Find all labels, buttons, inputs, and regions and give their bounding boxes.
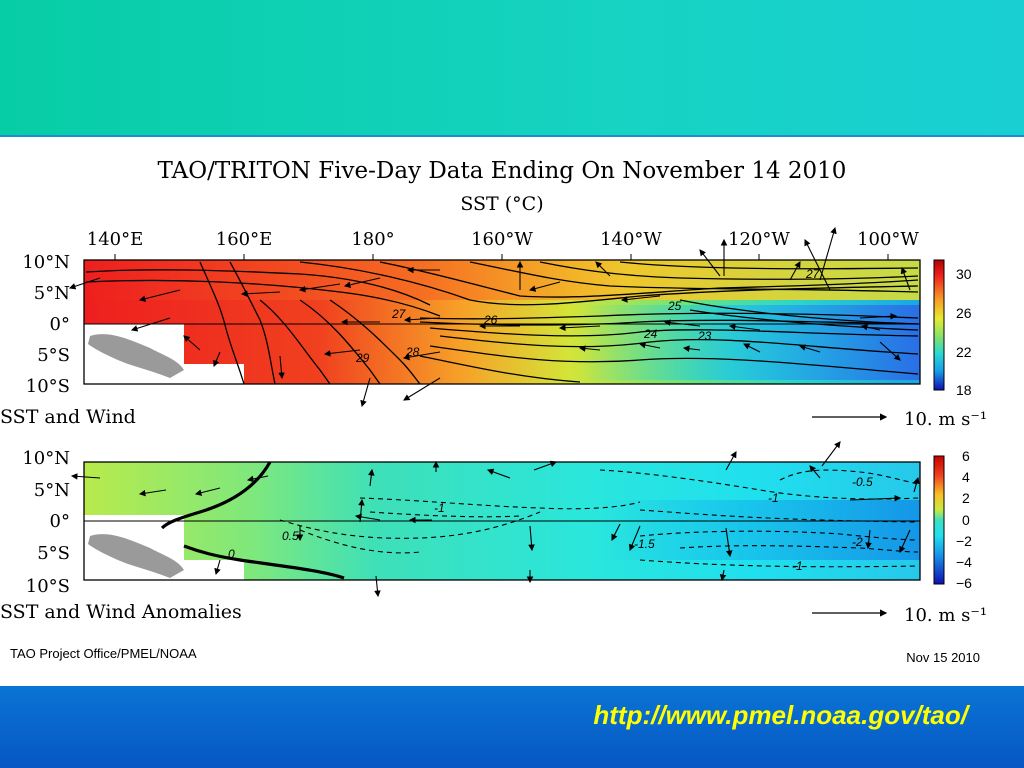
colorbar-tick: −2 — [956, 533, 972, 549]
y-tick-label: 5°S — [37, 345, 70, 366]
source-url[interactable]: http://www.pmel.noaa.gov/tao/ — [593, 700, 968, 730]
colorbar-tick: −4 — [956, 554, 972, 570]
y-tick-label: 10°N — [22, 448, 70, 469]
wind-scale-label: 10. m s⁻¹ — [904, 409, 987, 430]
contour-label: -2 — [852, 535, 863, 549]
y-tick-label: 0° — [50, 314, 70, 335]
contour-label: 26 — [483, 313, 498, 327]
sst-map: 27 26 25 24 23 29 28 27 — [68, 226, 921, 408]
new-guinea-land — [88, 534, 184, 578]
colorbar-tick: 22 — [956, 344, 972, 360]
panel-title: SST and Wind — [0, 406, 136, 428]
header-band — [0, 0, 1024, 137]
contour-label: -0.5 — [852, 475, 873, 489]
new-guinea-land — [88, 334, 184, 378]
x-tick-label: 140°E — [87, 229, 144, 250]
figure-title: TAO/TRITON Five-Day Data Ending On Novem… — [158, 158, 847, 184]
wind-scale: 10. m s⁻¹ — [812, 409, 987, 430]
y-tick-label: 10°S — [26, 576, 70, 597]
x-tick-label: 100°W — [857, 229, 919, 250]
contour-label: -1 — [434, 501, 445, 515]
colorbar-tick: 4 — [962, 469, 970, 485]
contour-label: -1 — [792, 559, 803, 573]
contour-label: -1.5 — [634, 537, 655, 551]
contour-label: -1 — [768, 491, 779, 505]
colorbar-tick: 26 — [956, 305, 972, 321]
contour-label: 23 — [697, 329, 712, 343]
contour-label: 25 — [667, 299, 682, 313]
colorbar-tick: 2 — [962, 490, 970, 506]
x-tick-label: 120°W — [728, 229, 790, 250]
x-tick-label: 140°W — [600, 229, 662, 250]
colorbar-tick: 30 — [956, 266, 972, 282]
wind-scale-label: 10. m s⁻¹ — [904, 605, 987, 626]
date-text: Nov 15 2010 — [906, 650, 980, 665]
colorbar: 30 26 22 18 — [933, 259, 972, 398]
x-tick-label: 180° — [351, 229, 394, 250]
contour-label: 0.5 — [282, 529, 299, 543]
sst-anomaly-map: -0.5 -1 -1 0.5 0 -1.5 -2 -1 — [70, 441, 921, 598]
y-tick-label: 0° — [50, 511, 70, 532]
colorbar-tick: −6 — [956, 575, 972, 591]
figure-subtitle: SST (°C) — [460, 193, 543, 215]
y-tick-label: 5°N — [34, 480, 70, 501]
colorbar: 6 4 2 0 −2 −4 −6 — [933, 448, 972, 591]
credit-text: TAO Project Office/PMEL/NOAA — [10, 646, 197, 661]
x-tick-label: 160°E — [216, 229, 273, 250]
panel-title: SST and Wind Anomalies — [0, 601, 242, 623]
colorbar-tick: 6 — [962, 448, 970, 464]
y-tick-label: 5°N — [34, 283, 70, 304]
contour-label: 27 — [391, 307, 407, 321]
contour-label: 0 — [228, 547, 235, 561]
y-tick-label: 5°S — [37, 543, 70, 564]
colorbar-tick: 18 — [956, 382, 972, 398]
wind-scale: 10. m s⁻¹ — [812, 605, 987, 626]
x-tick-label: 160°W — [471, 229, 533, 250]
contour-label: 27 — [805, 267, 821, 281]
footer-band — [0, 686, 1024, 768]
colorbar-tick: 0 — [962, 512, 970, 528]
chart-panel: TAO/TRITON Five-Day Data Ending On Novem… — [0, 158, 987, 665]
y-tick-label: 10°S — [26, 376, 70, 397]
contour-label: 29 — [355, 351, 370, 365]
contour-label: 24 — [643, 327, 658, 341]
y-tick-label: 10°N — [22, 252, 70, 273]
